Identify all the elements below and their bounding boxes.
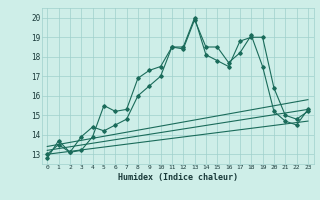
X-axis label: Humidex (Indice chaleur): Humidex (Indice chaleur) bbox=[118, 173, 237, 182]
